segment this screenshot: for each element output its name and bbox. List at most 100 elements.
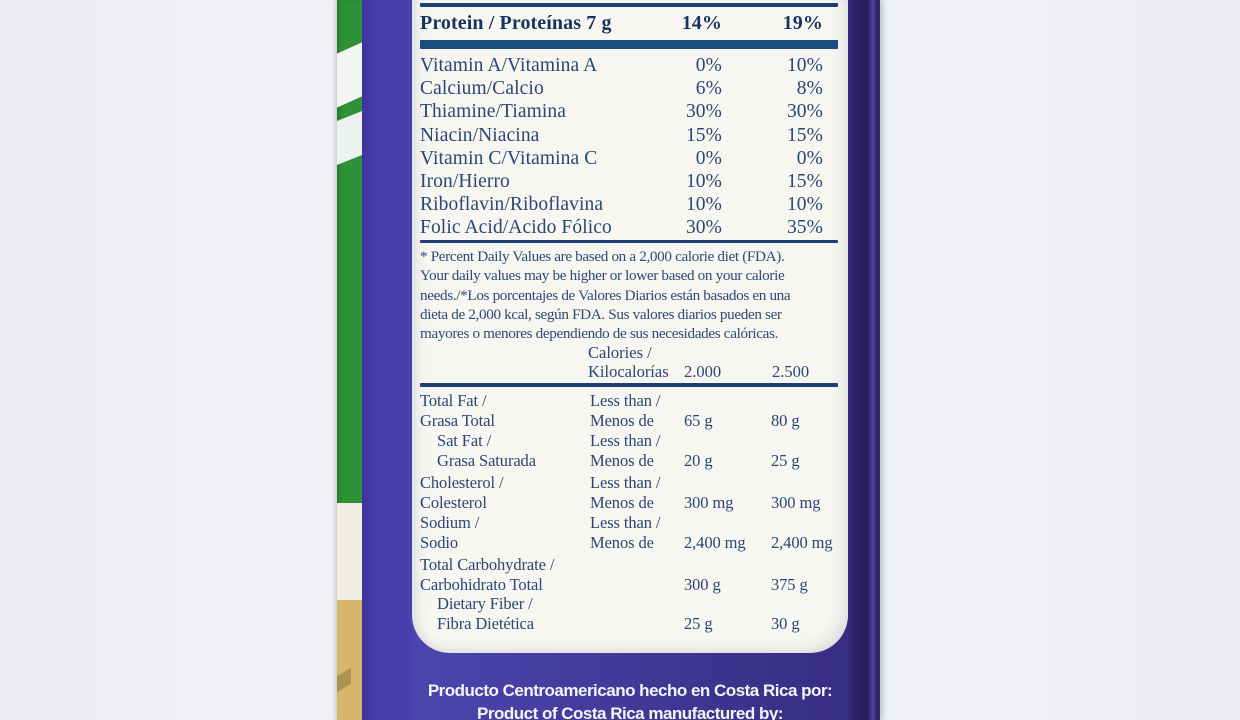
row-qualifier-es: Menos de — [590, 532, 654, 552]
row-value-2500: 30 g — [771, 613, 800, 633]
vitamin-row: Calcium/Calcio 6% 8% — [412, 77, 848, 100]
vitamin-dv-2500: 15% — [786, 170, 823, 192]
vitamin-dv-2500: 30% — [786, 101, 823, 123]
vitamin-label: Vitamin A/Vitamina A — [420, 55, 598, 76]
vitamin-label: Iron/Hierro — [420, 170, 510, 192]
manufacturer-line-en: Product of Costa Rica manufactured by: — [477, 704, 783, 720]
row-value-2000: 65 g — [684, 410, 713, 430]
row-qualifier-en: Less than / — [590, 473, 661, 492]
table-row-sat-fat: Sat Fat / Grasa Saturada Less than / Menos… — [412, 431, 848, 471]
row-label-en: Sodium / — [420, 513, 480, 532]
vitamin-row: Thiamine/Tiamina 30% 30% — [412, 100, 848, 123]
row-value-2500: 80 g — [771, 410, 800, 430]
vitamin-dv-2500: 10% — [786, 194, 823, 216]
divider — [420, 240, 838, 243]
calories-header-label: Calories / Kilocalorías — [588, 343, 669, 381]
row-label-en: Total Fat / — [420, 391, 487, 410]
row-value-2500: 375 g — [771, 574, 808, 594]
vitamin-row: Vitamin A/Vitamina A 0% 10% — [412, 54, 848, 77]
row-qualifier-es: Menos de — [590, 492, 654, 512]
vitamin-row: Folic Acid/Acido Fólico 30% 35% — [412, 216, 848, 239]
vitamin-label: Riboflavin/Riboflavina — [420, 194, 604, 216]
daily-values-footnote: * Percent Daily Values are based on a 2,… — [420, 247, 842, 343]
row-value-2500: 300 mg — [771, 492, 821, 512]
protein-dv-2000: 14% — [681, 12, 722, 34]
vitamin-dv-2000: 0% — [695, 55, 722, 76]
row-label-en: Sat Fat / — [437, 431, 492, 450]
vitamin-dv-2000: 30% — [685, 101, 722, 123]
row-value-2500: 2,400 mg — [771, 532, 833, 552]
row-value-2500: 25 g — [771, 450, 800, 470]
footnote-line: dieta de 2,000 kcal, según FDA. Sus valo… — [420, 305, 782, 323]
vitamin-dv-2500: 15% — [786, 124, 823, 146]
row-label-es: Fibra Dietética — [437, 613, 535, 633]
protein-dv-2500: 19% — [782, 12, 823, 34]
vitamin-dv-2500: 10% — [786, 55, 823, 76]
calories-label-en: Calories / — [588, 343, 652, 362]
row-qualifier-en: Less than / — [590, 431, 661, 450]
side-art-cream-band — [337, 503, 362, 600]
vitamin-dv-2500: 0% — [796, 147, 823, 169]
divider — [420, 3, 838, 7]
vitamin-label: Calcium/Calcio — [420, 78, 544, 100]
vitamin-label: Thiamine/Tiamina — [420, 101, 567, 123]
row-qualifier-en: Less than / — [590, 513, 661, 532]
manufacturer-line-es: Producto Centroamericano hecho en Costa … — [427, 681, 833, 700]
calories-2500-value: 2.500 — [772, 362, 810, 381]
vitamin-row: Iron/Hierro 10% 15% — [412, 170, 848, 193]
row-value-2000: 300 g — [684, 574, 721, 594]
footnote-line: Your daily values may be higher or lower… — [420, 267, 785, 285]
nutrition-facts-panel: Protein / Proteínas 7 g 14% 19% Vitamin … — [412, 0, 848, 653]
table-row-total-fat: Total Fat / Grasa Total Less than / Menos … — [412, 391, 848, 431]
row-value-2000: 20 g — [684, 450, 713, 470]
vitamin-dv-2500: 8% — [796, 78, 823, 100]
row-qualifier-es: Menos de — [590, 450, 654, 470]
row-qualifier-es: Menos de — [590, 410, 654, 430]
vitamin-row: Riboflavin/Riboflavina 10% 10% — [412, 193, 848, 216]
vitamins-table: Vitamin A/Vitamina A 0% 10% Calcium/Calc… — [412, 54, 848, 240]
row-label-es: Grasa Saturada — [437, 450, 536, 470]
protein-row: Protein / Proteínas 7 g 14% 19% — [420, 8, 838, 39]
row-label-es: Grasa Total — [420, 410, 495, 430]
vitamin-dv-2000: 0% — [695, 147, 722, 169]
row-value-2000: 300 mg — [684, 492, 734, 512]
vitamin-dv-2000: 30% — [685, 217, 722, 239]
table-row-total-carbohydrate: Total Carbohydrate / Carbohidrato Total 3… — [412, 555, 848, 595]
row-value-2000: 2,400 mg — [684, 532, 746, 552]
table-row-dietary-fiber: Dietary Fiber / Fibra Dietética 25 g 30 g — [412, 594, 848, 634]
package-side-panel — [337, 0, 362, 720]
vitamin-dv-2000: 6% — [695, 78, 722, 100]
vitamin-label: Vitamin C/Vitamina C — [420, 147, 598, 169]
footnote-line: mayores o menores dependiendo de sus nec… — [420, 325, 779, 343]
row-value-2000: 25 g — [684, 613, 713, 633]
table-row-sodium: Sodium / Sodio Less than / Menos de 2,400 … — [412, 513, 848, 553]
calories-header-row: Calories / Kilocalorías 2.000 2.500 — [412, 343, 848, 382]
row-qualifier-en: Less than / — [590, 391, 661, 410]
vitamin-row: Niacin/Niacina 15% 15% — [412, 124, 848, 147]
vitamin-dv-2000: 10% — [685, 170, 722, 192]
vitamin-label: Niacin/Niacina — [420, 124, 540, 146]
side-art-highlight — [337, 108, 362, 168]
vitamin-label: Folic Acid/Acido Fólico — [420, 217, 612, 239]
row-label-es: Colesterol — [420, 492, 487, 512]
divider — [420, 383, 838, 387]
vitamin-dv-2000: 10% — [685, 194, 722, 216]
vitamin-dv-2000: 15% — [685, 124, 722, 146]
package-front-left-border — [362, 0, 412, 720]
calories-label-es: Kilocalorías — [588, 362, 669, 381]
row-label-es: Carbohidrato Total — [420, 574, 543, 594]
row-label-en: Cholesterol / — [420, 473, 504, 492]
footnote-line: * Percent Daily Values are based on a 2,… — [420, 248, 785, 265]
row-label-en: Total Carbohydrate / — [420, 555, 555, 574]
vitamin-row: Vitamin C/Vitamina C 0% 0% — [412, 147, 848, 170]
side-art-highlight — [337, 39, 362, 111]
row-label-es: Sodio — [420, 532, 459, 552]
vitamin-dv-2500: 35% — [786, 217, 823, 239]
footnote-line: needs./*Los porcentajes de Valores Diari… — [420, 286, 791, 304]
manufacturer-text: Producto Centroamericano hecho en Costa … — [412, 679, 848, 720]
protein-label: Protein / Proteínas 7 g — [420, 12, 612, 34]
calories-2000-value: 2.000 — [684, 362, 722, 381]
table-row-cholesterol: Cholesterol / Colesterol Less than / Menos… — [412, 473, 848, 513]
side-art-tan-band — [337, 600, 362, 720]
